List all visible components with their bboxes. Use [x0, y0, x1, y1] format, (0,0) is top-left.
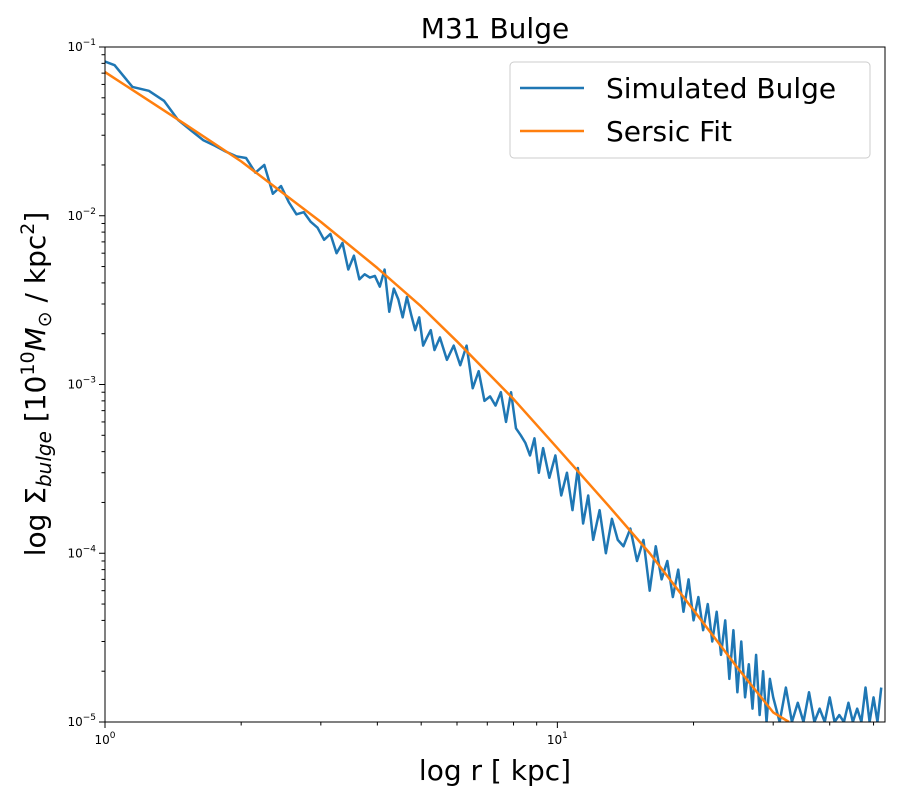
- legend-box: [509, 61, 871, 159]
- y-axis: 10−5 10−4 10−3 10−2 10−1: [67, 38, 105, 729]
- series-layer: [105, 60, 883, 722]
- legend-label-sersic-fit: Sersic Fit: [606, 115, 732, 148]
- x-axis: 100 101: [94, 722, 875, 747]
- x-axis-label: log r [ kpc]: [419, 754, 571, 787]
- series-line-simulated-bulge: [105, 60, 883, 722]
- chart-title: M31 Bulge: [421, 12, 569, 45]
- y-axis-label: log Σbulge [1010M⊙ / kpc2]: [17, 212, 56, 557]
- legend: Simulated Bulge Sersic Fit: [509, 61, 871, 159]
- y-tick-label: 10−4: [67, 544, 96, 560]
- legend-label-simulated-bulge: Simulated Bulge: [606, 72, 836, 105]
- y-tick-label: 10−5: [67, 713, 96, 729]
- y-tick-label: 10−2: [67, 207, 96, 223]
- x-tick-label: 101: [547, 731, 568, 747]
- series-line-sersic-fit: [105, 71, 790, 722]
- y-tick-label: 10−1: [67, 38, 96, 54]
- y-tick-label: 10−3: [67, 376, 96, 392]
- plot-background: [105, 47, 885, 722]
- x-tick-label: 100: [94, 731, 115, 747]
